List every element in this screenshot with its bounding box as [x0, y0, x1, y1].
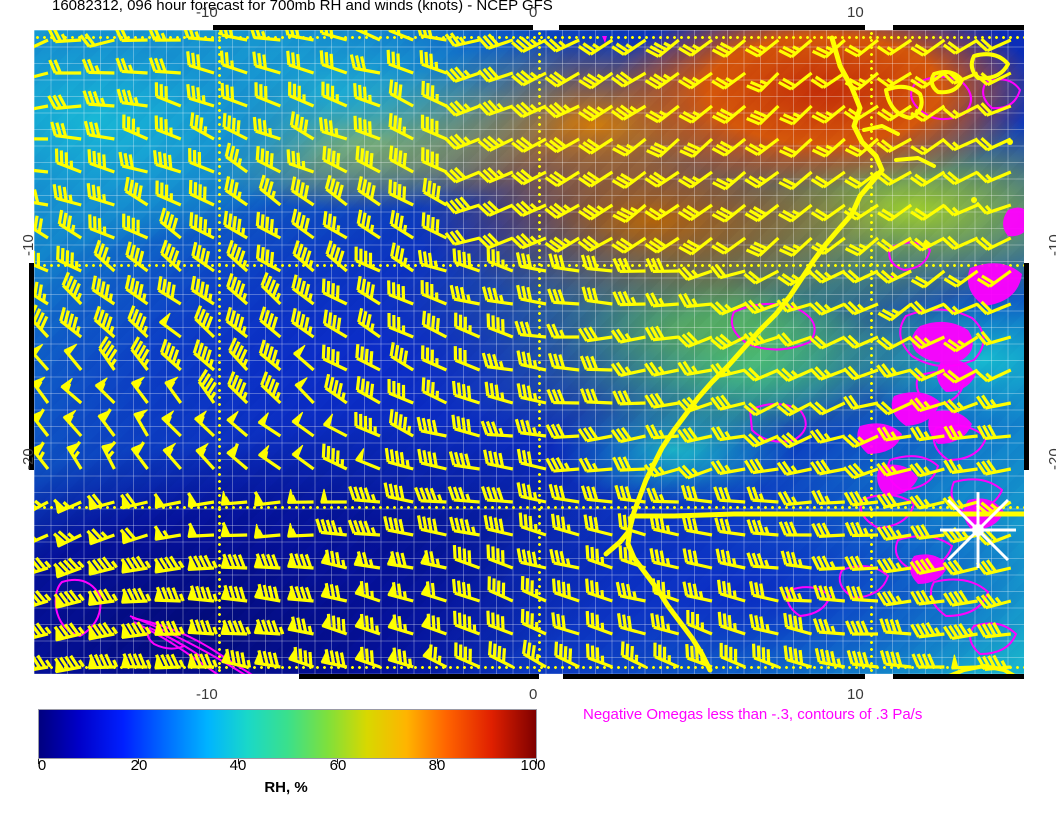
xtick-bottom-0: 0	[529, 686, 538, 703]
cb-tick-40	[238, 759, 239, 764]
xtick-top-0: 0	[529, 4, 538, 21]
cb-label-40: 40	[229, 757, 247, 774]
omega-annotation: Negative Omegas less than -.3, contours …	[583, 706, 923, 723]
ytick-right-m10: -10	[1046, 234, 1056, 256]
neatline-top-6	[893, 25, 1029, 30]
rh-field-plot	[34, 30, 1024, 674]
cb-label-20: 20	[130, 757, 148, 774]
map-panel	[29, 25, 1029, 679]
cb-tick-60	[337, 759, 338, 764]
xtick-bottom-10: 10	[847, 686, 864, 703]
xtick-bottom-m10: -10	[196, 686, 218, 703]
cb-label-100: 100	[520, 757, 546, 774]
neatline-left-3	[29, 470, 34, 679]
neatline-top-5	[865, 25, 893, 30]
wind-barbs-overlay	[34, 30, 1012, 674]
neatline-bottom-6	[893, 674, 1029, 679]
neatline-top-1	[29, 25, 213, 30]
neatline-top-2	[213, 25, 533, 30]
ytick-left-m10: -10	[20, 234, 37, 256]
cb-tick-0	[38, 759, 39, 764]
neatline-bottom-4	[563, 674, 865, 679]
ytick-left-m20: -20	[20, 448, 37, 470]
xtick-top-10: 10	[847, 4, 864, 21]
neatline-left-2	[29, 263, 34, 470]
neatline-right-2	[1024, 263, 1029, 470]
station-center-dot	[972, 524, 984, 536]
rh-colorbar	[38, 709, 537, 764]
cb-tick-80	[437, 759, 438, 764]
neatline-bottom-5	[865, 674, 893, 679]
neatline-top-4	[559, 25, 865, 30]
neatline-bottom-1	[29, 674, 299, 679]
neatline-left-1	[29, 25, 34, 263]
cb-label-60: 60	[329, 757, 347, 774]
page-title: 16082312, 096 hour forecast for 700mb RH…	[52, 0, 553, 14]
neatline-top-3	[533, 25, 559, 30]
neatline-bottom-2	[299, 674, 539, 679]
neatline-right-3	[1024, 470, 1029, 679]
cb-label-80: 80	[428, 757, 446, 774]
cb-tick-100	[536, 759, 537, 764]
xtick-top-m10: -10	[196, 4, 218, 21]
cb-label-0: 0	[37, 757, 47, 774]
cb-tick-20	[138, 759, 139, 764]
neatline-bottom-3	[539, 674, 563, 679]
cb-axis-title: RH, %	[264, 779, 308, 796]
neatline-right-1	[1024, 25, 1029, 263]
station-marker-overlay	[940, 492, 1016, 568]
ytick-right-m20: -20	[1046, 448, 1056, 470]
rh-colorbar-gradient	[38, 709, 537, 759]
